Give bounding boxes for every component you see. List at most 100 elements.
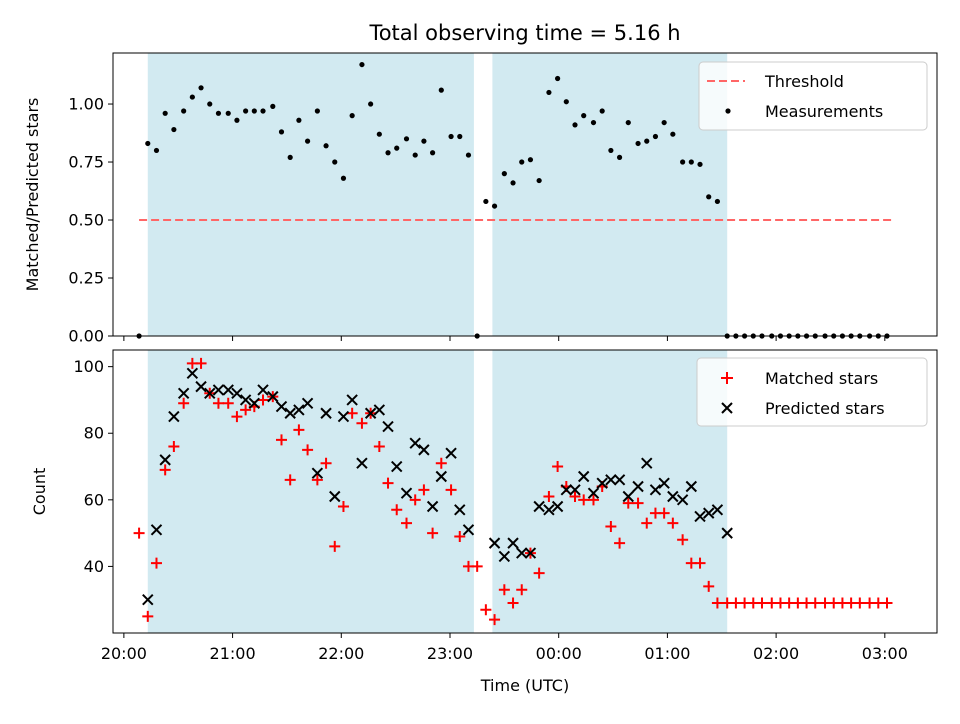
measurement-point — [572, 122, 578, 128]
bottom-ytick-label: 40 — [84, 557, 104, 576]
measurement-point — [251, 108, 257, 114]
measurement-point — [359, 61, 365, 68]
matched-star-point — [382, 477, 394, 489]
matched-star-point — [329, 540, 341, 552]
legend-threshold-label: Threshold — [764, 72, 844, 91]
xtick-label: 01:00 — [644, 644, 690, 663]
predicted-star-point — [231, 387, 243, 399]
matched-star-point — [658, 507, 670, 519]
top-ytick-label: 0.00 — [68, 327, 104, 346]
predicted-star-point — [346, 394, 358, 406]
predicted-star-point — [694, 510, 706, 523]
bottom-y-ticks: 40 60 80 100 — [73, 357, 113, 576]
matched-star-point — [516, 584, 528, 596]
xtick-label: 21:00 — [210, 644, 256, 663]
bottom-observing-bands — [147, 350, 728, 633]
predicted-star-point — [560, 484, 573, 496]
legend-measurements-swatch — [725, 108, 731, 114]
matched-star-point — [373, 441, 385, 453]
measurement-point — [661, 119, 667, 126]
bottom-ytick-label: 80 — [84, 424, 104, 443]
measurement-point — [323, 143, 329, 149]
matched-star-point — [302, 444, 314, 456]
top-ytick-label: 1.00 — [68, 95, 104, 114]
predicted-star-point — [667, 490, 679, 503]
matched-star-point — [854, 597, 866, 609]
legend-predicted-swatch — [721, 402, 733, 414]
top-band-1 — [492, 53, 728, 336]
measurement-point — [519, 159, 525, 165]
bottom-ytick-label: 100 — [73, 357, 104, 376]
predicted-star-point — [364, 407, 377, 419]
matched-star-point — [471, 560, 483, 572]
matched-star-point — [498, 584, 510, 596]
matched-star-point — [489, 614, 501, 626]
measurement-point — [260, 108, 266, 114]
measurement-point — [198, 85, 204, 91]
measurement-point — [368, 101, 374, 107]
predicted-star-point — [676, 494, 689, 506]
predicted-star-point — [257, 384, 269, 396]
measurement-point — [706, 194, 712, 200]
matched-star-point — [641, 517, 653, 529]
measurement-point — [670, 131, 676, 137]
predicted-star-point — [301, 397, 314, 409]
measurement-point — [625, 119, 631, 126]
matched-star-point — [159, 464, 171, 476]
bottom-legend: Matched stars Predicted stars — [696, 357, 928, 427]
matched-star-point — [311, 474, 323, 486]
top-legend-box — [698, 61, 928, 131]
measurement-point — [688, 159, 694, 165]
predicted-star-point — [435, 470, 448, 483]
measurement-point — [270, 103, 276, 109]
top-axes-frame — [112, 52, 938, 337]
matched-star-point — [168, 441, 180, 453]
predicted-star-point — [177, 387, 190, 399]
predicted-star-point — [498, 550, 511, 563]
predicted-star-point — [212, 384, 225, 396]
top-ytick-label: 0.75 — [68, 153, 104, 172]
matched-star-point — [401, 517, 413, 529]
xtick-label: 02:00 — [753, 644, 799, 663]
measurement-point — [429, 150, 436, 156]
predicted-star-point — [426, 500, 439, 513]
predicted-star-point — [569, 484, 581, 496]
matched-star-point — [337, 500, 349, 512]
measurement-point — [153, 147, 160, 154]
predicted-star-point — [159, 454, 171, 466]
count-points — [133, 357, 893, 626]
predicted-star-point — [622, 490, 634, 503]
measurement-point — [394, 145, 400, 151]
bottom-band-0 — [147, 350, 474, 633]
matched-star-point — [445, 484, 457, 496]
predicted-star-point — [533, 500, 545, 513]
predicted-star-point — [721, 527, 733, 539]
measurement-point — [189, 94, 195, 100]
predicted-star-point — [711, 504, 724, 516]
xtick-label: 00:00 — [536, 644, 582, 663]
measurement-point — [536, 177, 542, 184]
top-y-ticks: 0.00 0.25 0.50 0.75 1.00 — [68, 95, 113, 346]
matched-star-point — [240, 404, 252, 416]
matched-star-point — [409, 494, 421, 506]
predicted-star-point — [248, 397, 261, 409]
matched-star-point — [552, 461, 564, 473]
matched-star-point — [222, 397, 234, 409]
predicted-star-point — [275, 400, 288, 413]
top-band-0 — [147, 53, 474, 336]
matched-star-point — [178, 397, 190, 409]
predicted-star-point — [488, 537, 501, 549]
matched-star-point — [195, 357, 207, 369]
measurement-point — [171, 126, 177, 133]
predicted-star-point — [337, 410, 350, 423]
matched-star-point — [480, 604, 492, 616]
predicted-star-point — [641, 457, 653, 469]
predicted-star-point — [204, 387, 216, 399]
predicted-star-point — [267, 390, 279, 403]
predicted-star-point — [222, 384, 234, 396]
measurement-point — [421, 138, 427, 144]
measurement-point — [465, 152, 472, 158]
matched-star-point — [677, 534, 689, 546]
measurement-point — [243, 108, 249, 114]
